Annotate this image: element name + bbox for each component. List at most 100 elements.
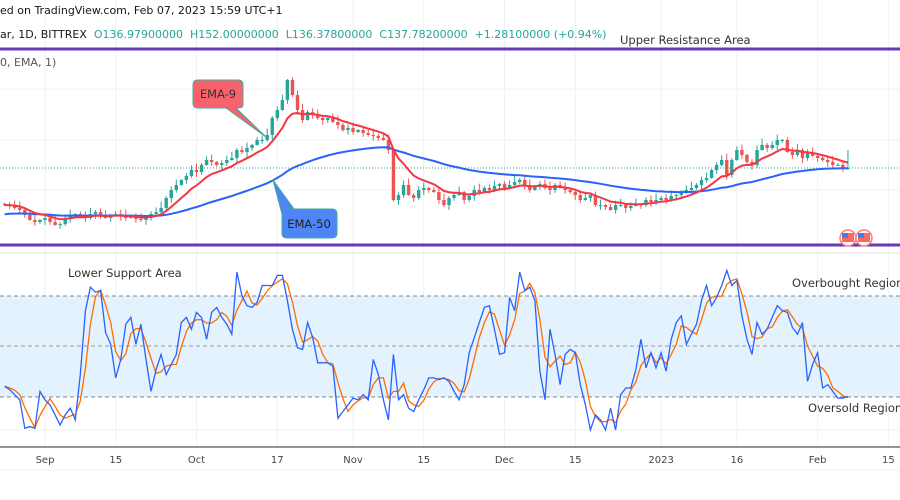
candle-body bbox=[755, 150, 759, 165]
candle-body bbox=[679, 193, 683, 196]
candle-body bbox=[447, 197, 451, 206]
candle-body bbox=[780, 140, 784, 141]
candle-body bbox=[23, 210, 27, 215]
candle-body bbox=[533, 185, 537, 190]
candle-body bbox=[260, 140, 264, 141]
candle-body bbox=[795, 150, 800, 155]
candle-body bbox=[63, 217, 67, 225]
candle-body bbox=[144, 217, 148, 220]
candle-body bbox=[295, 95, 300, 110]
candle-body bbox=[704, 177, 709, 180]
candle-body bbox=[689, 187, 694, 190]
candle-body bbox=[624, 205, 628, 208]
candle-body bbox=[765, 144, 769, 148]
candle-body bbox=[361, 130, 365, 134]
published-text: ed on TradingView.com, Feb 07, 2023 15:5… bbox=[0, 4, 283, 17]
candle-body bbox=[730, 160, 734, 175]
candle-body bbox=[482, 187, 487, 193]
candle-body bbox=[512, 182, 517, 185]
ohlc-high: H152.00000000 bbox=[190, 28, 279, 41]
ema50-callout[interactable]: EMA-50 bbox=[272, 179, 338, 239]
ema-50-line bbox=[4, 146, 848, 218]
ema9-callout-shape bbox=[192, 79, 267, 138]
upper-resistance-label: Upper Resistance Area bbox=[620, 33, 751, 47]
candle-body bbox=[452, 195, 456, 198]
candle-body bbox=[321, 117, 325, 120]
time-axis-tick: 16 bbox=[730, 455, 743, 466]
candle-body bbox=[396, 195, 401, 200]
candle-body bbox=[720, 160, 724, 165]
candle-body bbox=[230, 157, 234, 160]
ema9-callout[interactable]: EMA-9 bbox=[192, 79, 267, 138]
candle-body bbox=[341, 124, 345, 130]
candle-body bbox=[366, 133, 370, 135]
candle-body bbox=[215, 162, 219, 165]
candle-body bbox=[664, 197, 668, 200]
candle-body bbox=[583, 197, 588, 200]
oversold-label: Oversold Region bbox=[808, 401, 900, 415]
candle-body bbox=[371, 134, 375, 136]
candle-body bbox=[467, 195, 471, 200]
candle-body bbox=[280, 100, 285, 110]
ohlc-open: O136.97900000 bbox=[93, 28, 184, 41]
candle-body bbox=[351, 127, 355, 133]
candle-body bbox=[775, 140, 779, 145]
candle-body bbox=[785, 140, 790, 153]
time-axis-tick: Sep bbox=[36, 455, 55, 466]
candle-body bbox=[497, 184, 502, 186]
candle-body bbox=[507, 184, 512, 188]
ohlc-change: +1.28100000 (+0.94%) bbox=[474, 28, 607, 41]
candle-body bbox=[790, 152, 795, 155]
candle-body bbox=[815, 155, 820, 158]
candle-body bbox=[810, 153, 815, 156]
candle-body bbox=[169, 190, 173, 198]
candle-body bbox=[548, 187, 552, 190]
lower-support-label: Lower Support Area bbox=[68, 266, 182, 280]
candle-body bbox=[725, 160, 729, 175]
candle-body bbox=[93, 212, 98, 215]
time-axis-tick: 2023 bbox=[648, 455, 673, 466]
ohlc-low: L136.37800000 bbox=[285, 28, 373, 41]
candle-body bbox=[427, 187, 431, 190]
candle-body bbox=[270, 117, 274, 135]
candle-body bbox=[401, 184, 406, 196]
candle-body bbox=[235, 150, 239, 158]
candle-body bbox=[831, 162, 835, 165]
time-axis-tick: Feb bbox=[809, 455, 827, 466]
candle-body bbox=[164, 197, 168, 208]
candle-body bbox=[356, 130, 360, 133]
overbought-label: Overbought Region bbox=[792, 276, 900, 290]
candle-body bbox=[305, 112, 310, 120]
candle-body bbox=[316, 114, 320, 118]
candle-body bbox=[331, 117, 335, 123]
stoch-k-line bbox=[4, 268, 849, 433]
candle-body bbox=[745, 154, 749, 163]
candle-body bbox=[245, 147, 249, 153]
candle-body bbox=[750, 162, 754, 165]
event-flag-icon[interactable] bbox=[855, 229, 873, 247]
candle-body bbox=[629, 205, 633, 208]
ohlc-legend: ar, 1D, BITTREX O136.97900000 H152.00000… bbox=[0, 28, 607, 41]
candle-body bbox=[523, 180, 527, 185]
candle-body bbox=[800, 150, 805, 158]
candle-body bbox=[608, 206, 613, 210]
candle-body bbox=[437, 192, 441, 200]
candle-body bbox=[174, 184, 178, 190]
candle-body bbox=[573, 192, 577, 196]
candle-body bbox=[578, 195, 582, 200]
candle-body bbox=[98, 212, 103, 216]
candle-body bbox=[129, 216, 133, 218]
candle-body bbox=[805, 153, 810, 158]
candle-body bbox=[53, 222, 57, 225]
candle-body bbox=[422, 187, 426, 190]
candle-body bbox=[518, 180, 522, 183]
candle-body bbox=[603, 205, 608, 207]
event-flag-icon[interactable] bbox=[839, 229, 857, 247]
candle-body bbox=[654, 200, 658, 203]
candle-body bbox=[225, 160, 229, 164]
time-axis[interactable]: Sep 15 Oct 17 Nov 15 Dec 15 2023 16 Feb 15 bbox=[36, 455, 895, 466]
ohlc-close: C137.78200000 bbox=[379, 28, 468, 41]
indicator-legend[interactable]: 0, EMA, 1) bbox=[0, 56, 57, 69]
candle-body bbox=[199, 164, 204, 173]
